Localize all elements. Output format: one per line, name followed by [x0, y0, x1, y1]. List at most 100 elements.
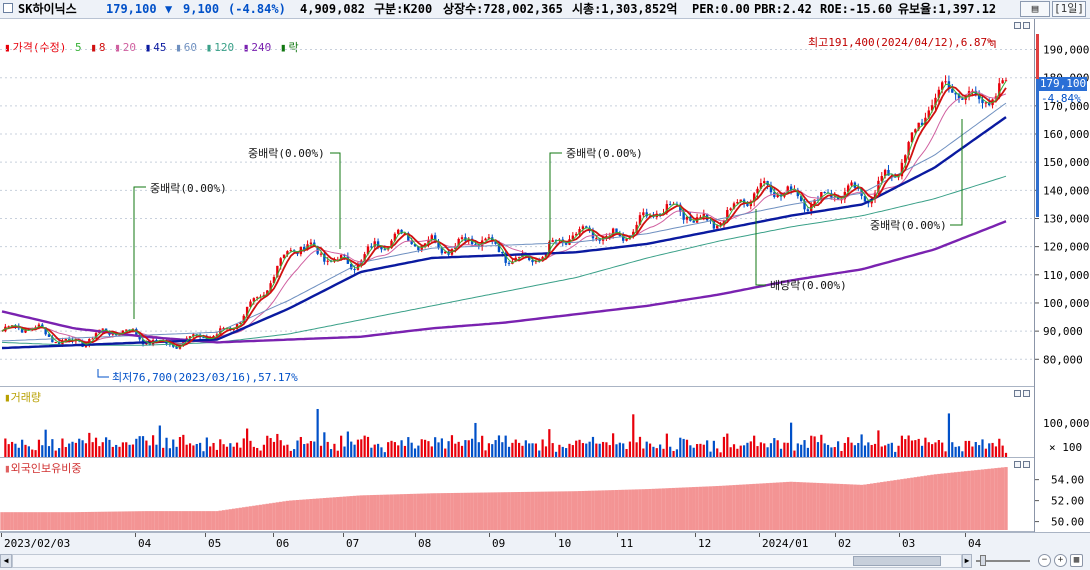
foreign-bar — [725, 485, 729, 530]
foreign-bar — [480, 492, 484, 530]
x-axis-label: 09 — [492, 537, 506, 550]
candle-body — [118, 334, 121, 336]
candle-body — [1004, 80, 1008, 82]
foreign-bar — [836, 483, 840, 530]
foreign-bar — [359, 495, 363, 530]
foreign-bar — [520, 491, 525, 530]
zoom-slider[interactable] — [976, 555, 1030, 566]
foreign-bar — [856, 484, 860, 530]
panel-minimize-icon[interactable] — [1014, 22, 1021, 29]
volume-bar — [175, 446, 178, 457]
volume-bar — [108, 439, 111, 457]
x-axis-tick — [273, 533, 274, 537]
volume-bar — [1004, 452, 1008, 457]
candle-body — [474, 244, 477, 246]
scroll-thumb[interactable] — [853, 556, 941, 566]
foreign-bar — [443, 493, 447, 530]
volume-bar — [554, 451, 558, 457]
price-chart-panel[interactable]: ▮ 가격(수정) 5 ▮ 8 ▮ 20 ▮ 45 ▮ 60 ▮ 120 ▮ 240 ▮ 락 최고… — [0, 19, 1034, 387]
candle-body — [574, 233, 578, 236]
foreign-close-icon[interactable] — [1023, 461, 1030, 468]
foreign-bar — [916, 476, 921, 530]
foreign-bar — [752, 483, 756, 530]
zoom-in-icon[interactable]: + — [1054, 554, 1067, 567]
volume-bar — [702, 444, 705, 457]
candle-body — [507, 262, 511, 264]
volume-bar — [514, 439, 517, 457]
legend-ma20: 20 — [122, 41, 136, 54]
volume-bar — [471, 438, 474, 457]
candle-body — [370, 246, 373, 248]
foreign-bar — [822, 483, 827, 530]
candle-body — [309, 242, 313, 245]
foreign-bar — [534, 491, 538, 530]
volume-bar — [481, 435, 484, 457]
volume-chart-svg — [4, 408, 1008, 457]
foreign-bar — [638, 489, 642, 530]
candle-body — [796, 189, 800, 197]
volume-bar — [232, 446, 235, 457]
foreign-bar — [930, 474, 934, 530]
volume-bar — [242, 438, 245, 457]
volume-bar — [857, 442, 860, 457]
candle-body — [239, 322, 242, 324]
panel-list-button[interactable]: ▤ — [1020, 1, 1050, 17]
foreign-bar — [127, 511, 132, 530]
volume-bar — [769, 443, 773, 457]
volume-bar — [10, 441, 14, 457]
foreign-bar — [722, 485, 726, 530]
volume-panel[interactable]: ▮거래량 — [0, 387, 1034, 458]
foreign-bar — [880, 482, 884, 530]
candle-body — [279, 258, 282, 266]
foreign-bar — [577, 491, 582, 530]
volume-bar — [773, 438, 776, 457]
foreign-bar — [786, 481, 790, 530]
foreign-bar — [208, 511, 212, 530]
price-chart-svg: 최고191,400(2024/04/12),6.87% 최저76,700(2023… — [0, 36, 1034, 384]
event-label-2: 중배락(0.00%) — [248, 147, 325, 160]
volume-bar — [665, 433, 668, 457]
candle-body — [873, 192, 877, 199]
volume-bar — [313, 441, 316, 457]
candle-body — [286, 251, 289, 255]
candle-body — [759, 183, 763, 189]
ma8-line — [1, 86, 1007, 347]
scroll-left-button[interactable]: ◀ — [0, 554, 12, 568]
stock-info-bar: SK하이닉스 179,100 ▼ 9,100 (-4.84%) 4,909,08… — [0, 0, 1090, 19]
volume-bar — [967, 440, 971, 457]
stock-name[interactable]: SK하이닉스 — [18, 2, 77, 16]
foreign-bar — [0, 512, 4, 530]
foreign-minimize-icon[interactable] — [1014, 461, 1021, 468]
select-checkbox[interactable] — [3, 3, 13, 13]
volume-bar — [991, 442, 994, 457]
volume-bar — [17, 447, 20, 457]
volume-bar — [413, 448, 417, 457]
panel-close-icon[interactable] — [1023, 22, 1030, 29]
period-button[interactable]: [1일] — [1052, 1, 1086, 17]
volume-bar — [884, 445, 887, 457]
volume-bar — [94, 437, 98, 457]
volume-close-icon[interactable] — [1023, 390, 1030, 397]
candle-body — [984, 102, 988, 104]
candle-body — [803, 201, 806, 210]
legend-ma240: 240 — [251, 41, 272, 54]
ma240-line — [1, 220, 1007, 344]
foreign-bar — [184, 511, 189, 530]
ma60-line — [1, 102, 1007, 342]
volume-minimize-icon[interactable] — [1014, 390, 1021, 397]
volume-bar — [24, 444, 27, 457]
foreign-ownership-panel[interactable]: ▮외국인보유비중 — [0, 458, 1034, 532]
horizontal-scrollbar[interactable] — [12, 554, 962, 568]
volume-bar — [732, 444, 736, 457]
volume-bar — [521, 445, 524, 457]
volume-bar — [558, 444, 561, 457]
foreign-bar — [144, 511, 149, 530]
foreign-bar — [849, 484, 854, 530]
candle-body — [64, 339, 67, 341]
zoom-out-icon[interactable]: − — [1038, 554, 1051, 567]
pbr-value: PBR:2.42 — [754, 2, 812, 16]
scroll-right-button[interactable]: ▶ — [962, 554, 972, 568]
chart-settings-icon[interactable]: ▦ — [1070, 554, 1083, 567]
candle-body — [548, 241, 551, 253]
foreign-bar — [356, 495, 360, 530]
